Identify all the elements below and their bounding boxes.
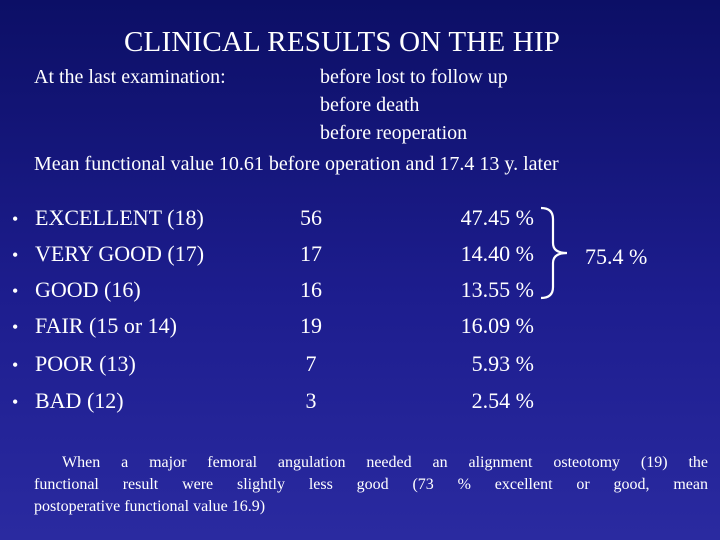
result-percent: 16.09 % — [460, 313, 534, 338]
note-line: postoperative functional value 16.9) — [34, 498, 266, 515]
result-row-fair: • FAIR (15 or 14) 19 16.09 % — [0, 313, 720, 349]
note-line: functional result were slightly less goo… — [34, 476, 708, 493]
result-row-bad: • BAD (12) 3 2.54 % — [0, 388, 720, 424]
bullet: • — [12, 281, 19, 301]
result-row-very-good: • VERY GOOD (17) 17 14.40 % — [0, 241, 720, 277]
bullet: • — [12, 355, 19, 375]
result-label: VERY GOOD (17) — [35, 241, 205, 266]
result-label: FAIR (15 or 14) — [35, 313, 177, 338]
result-percent: 13.55 % — [460, 277, 534, 302]
note-line: When a major femoral angulation needed a… — [62, 454, 708, 471]
result-percent: 2.54 % — [471, 388, 534, 413]
group-total-percent: 75.4 % — [585, 244, 648, 269]
result-row-excellent: • EXCELLENT (18) 56 47.45 % — [0, 205, 720, 241]
result-count: 17 — [300, 241, 322, 266]
result-count: 7 — [305, 351, 317, 376]
slide-title: CLINICAL RESULTS ON THE HIP — [124, 26, 561, 58]
result-percent: 47.45 % — [460, 205, 534, 230]
result-label: EXCELLENT (18) — [35, 205, 204, 230]
osteotomy-note: When a major femoral angulation needed a… — [34, 452, 708, 518]
result-label: BAD (12) — [35, 388, 124, 413]
result-label: POOR (13) — [35, 351, 136, 376]
bullet: • — [12, 245, 19, 265]
result-percent: 14.40 % — [460, 241, 534, 266]
lead-text: At the last examination: — [34, 66, 226, 88]
result-count: 16 — [300, 277, 322, 302]
condition-death: before death — [320, 94, 420, 116]
condition-reoperation: before reoperation — [320, 122, 468, 144]
result-label: GOOD (16) — [35, 277, 141, 302]
grouping-brace — [540, 206, 568, 300]
bullet: • — [12, 392, 19, 412]
result-count: 3 — [305, 388, 317, 413]
mean-functional-value: Mean functional value 10.61 before opera… — [34, 153, 559, 175]
condition-lost-follow-up: before lost to follow up — [320, 66, 508, 88]
bullet: • — [12, 209, 19, 229]
result-count: 19 — [300, 313, 322, 338]
result-count: 56 — [300, 205, 322, 230]
result-row-good: • GOOD (16) 16 13.55 % — [0, 277, 720, 313]
result-percent: 5.93 % — [471, 351, 534, 376]
bullet: • — [12, 317, 19, 337]
result-row-poor: • POOR (13) 7 5.93 % — [0, 351, 720, 387]
